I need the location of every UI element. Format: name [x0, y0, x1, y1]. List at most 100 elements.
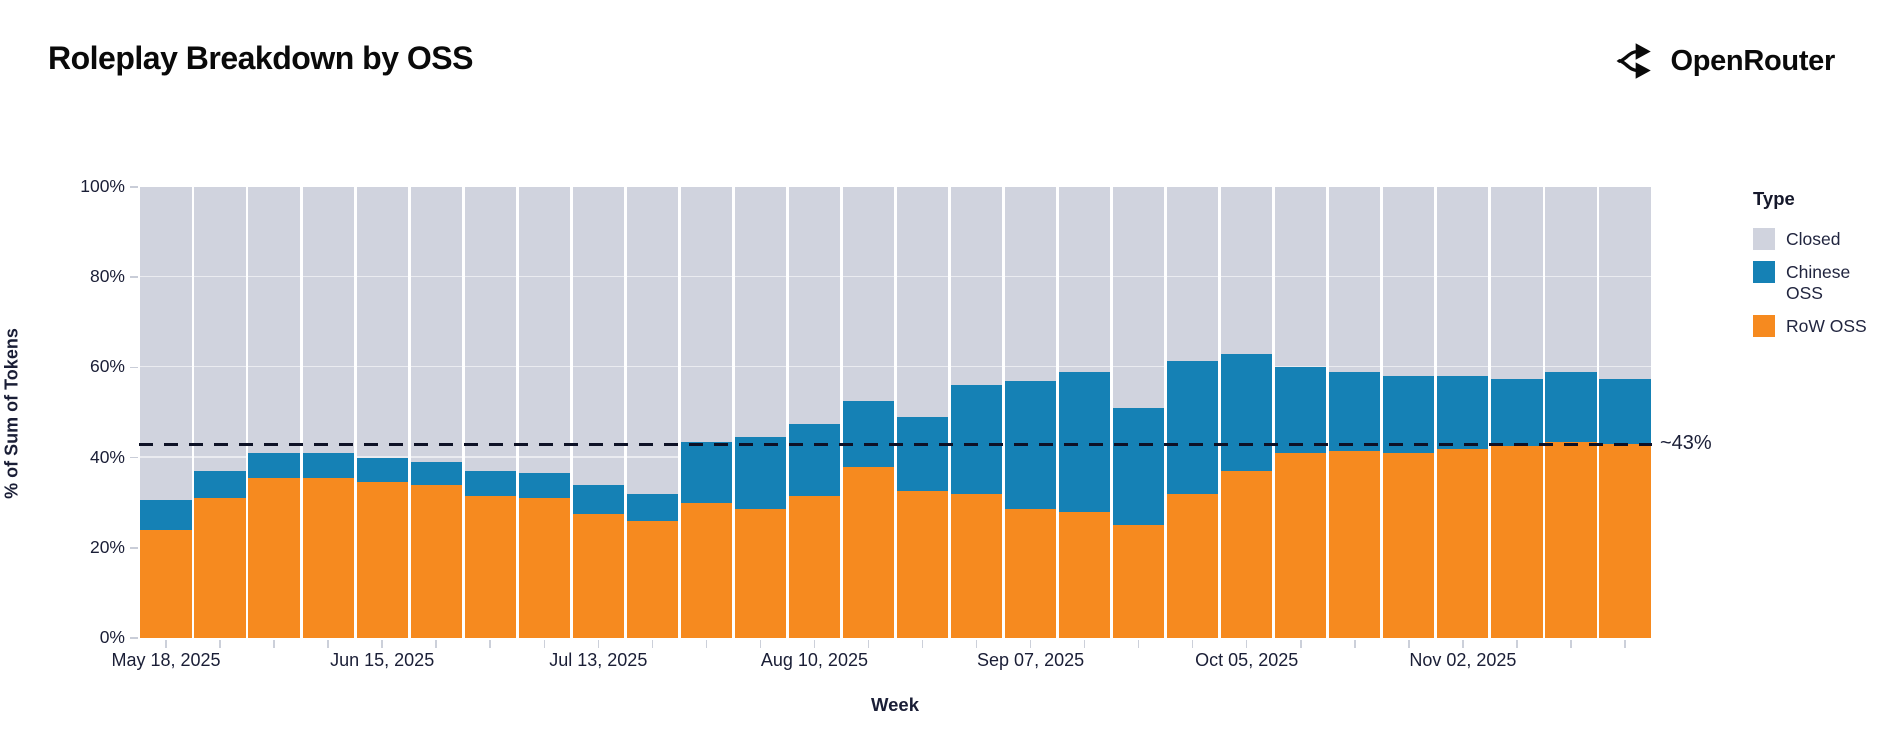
x-tick-label: Jul 13, 2025: [549, 650, 648, 670]
bar-segment-closed: [248, 187, 300, 454]
legend: Type Closed Chinese OSS RoW OSS: [1753, 188, 1873, 348]
bar-segment-closed: [734, 187, 787, 438]
bar-segment-closed: [1004, 187, 1057, 381]
x-tick-label: Jun 15, 2025: [330, 650, 435, 670]
bar-segment-closed: [1491, 187, 1543, 379]
bar-segment-row-oss: [896, 491, 949, 638]
bar-segment-closed: [464, 187, 516, 472]
gridline-60: [139, 365, 1652, 368]
bar-segment-chinese-oss: [1275, 367, 1327, 454]
bar-segment-closed: [788, 187, 841, 424]
y-tick-mark: [130, 547, 138, 549]
x-tick-mark: [1083, 640, 1086, 648]
legend-label-row-oss: RoW OSS: [1786, 316, 1867, 336]
bar-segment-closed: [356, 187, 408, 458]
y-axis-title: % of Sum of Tokens: [1, 328, 22, 499]
x-tick-label: Nov 02, 2025: [1409, 650, 1517, 670]
x-tick-mark: [381, 640, 383, 648]
y-tick-mark: [130, 456, 138, 459]
bar-segment-closed: [1383, 187, 1435, 377]
bar-segment-closed: [1599, 187, 1651, 379]
bar-segment-row-oss: [1383, 453, 1435, 638]
bar-segment-chinese-oss: [302, 453, 354, 478]
bar-segment-row-oss: [1275, 453, 1327, 638]
bar-segment-closed: [1329, 187, 1381, 372]
x-tick-mark: [1462, 640, 1464, 648]
openrouter-logo-icon: [1617, 43, 1652, 79]
bar-segment-closed: [410, 187, 462, 463]
bar-segment-chinese-oss: [1221, 353, 1273, 472]
bar-segment-closed: [1437, 187, 1489, 377]
x-tick-label: May 18, 2025: [111, 650, 221, 670]
bar-segment-chinese-oss: [356, 457, 408, 483]
legend-swatch-row-oss: [1753, 315, 1775, 337]
bar-segment-row-oss: [572, 513, 624, 638]
bar-segment-closed: [140, 187, 192, 501]
y-tick-label: 20%: [89, 536, 125, 557]
bar-segment-chinese-oss: [896, 417, 949, 492]
bar-segment-closed: [680, 187, 732, 442]
x-tick-mark: [1408, 640, 1410, 648]
brand-lockup: OpenRouter: [1614, 40, 1835, 82]
bar-segment-row-oss: [734, 509, 787, 638]
x-tick-mark: [219, 640, 221, 648]
bar-segment-chinese-oss: [1599, 378, 1651, 445]
legend-entry-row-oss: RoW OSS: [1753, 315, 1873, 337]
bar-segment-closed: [194, 187, 246, 472]
x-tick-mark: [1029, 640, 1032, 648]
bar-segment-closed: [626, 187, 678, 494]
y-tick-label: 100%: [80, 176, 125, 196]
bar-segment-closed: [1167, 187, 1219, 361]
bar-segment-row-oss: [1545, 441, 1597, 638]
y-tick-label: 80%: [89, 266, 125, 287]
bar-segment-chinese-oss: [1329, 371, 1381, 451]
bar-segment-row-oss: [194, 498, 246, 638]
bar-segment-chinese-oss: [140, 500, 192, 530]
bar-segment-row-oss: [1059, 511, 1111, 638]
bar-segment-row-oss: [518, 498, 570, 638]
bar-segment-chinese-oss: [194, 471, 246, 499]
bar-segment-chinese-oss: [788, 423, 841, 496]
bar-segment-closed: [518, 187, 570, 474]
x-tick-mark: [1624, 640, 1626, 648]
bar-segment-row-oss: [410, 484, 462, 638]
y-tick-mark: [130, 186, 138, 188]
x-tick-mark: [543, 640, 546, 648]
bar-segment-closed: [1113, 187, 1165, 408]
legend-title: Type: [1753, 188, 1795, 209]
bar-segment-row-oss: [626, 520, 678, 638]
bar-segment-row-oss: [248, 477, 300, 638]
bar-segment-row-oss: [680, 502, 732, 638]
bar-segment-chinese-oss: [1545, 371, 1597, 442]
bar-segment-chinese-oss: [842, 401, 895, 467]
brand-name: OpenRouter: [1670, 44, 1835, 77]
bar-segment-row-oss: [1491, 446, 1543, 638]
bar-segment-chinese-oss: [626, 493, 678, 521]
y-tick-mark: [130, 276, 138, 278]
bar-segment-chinese-oss: [410, 462, 462, 485]
bar-segment-row-oss: [356, 482, 408, 638]
x-tick-mark: [273, 640, 275, 648]
bar-segment-row-oss: [464, 495, 516, 638]
bar-segment-closed: [302, 187, 354, 454]
bar-segment-row-oss: [1004, 509, 1057, 638]
bar-segment-closed: [1275, 187, 1327, 368]
x-tick-label: Oct 05, 2025: [1195, 650, 1299, 670]
bar-segment-chinese-oss: [1113, 408, 1165, 526]
bar-segment-closed: [1059, 187, 1111, 372]
page-title: Roleplay Breakdown by OSS: [48, 40, 473, 76]
bar-segment-chinese-oss: [734, 437, 787, 510]
plot-area: [139, 187, 1652, 638]
legend-swatch-closed: [1753, 228, 1775, 250]
y-tick-mark: [130, 637, 138, 639]
bar-segment-closed: [572, 187, 624, 485]
bar-segment-row-oss: [950, 493, 1003, 638]
x-tick-mark: [435, 640, 437, 648]
x-tick-mark: [489, 640, 491, 648]
x-tick-mark: [651, 640, 654, 648]
reference-line-43pct: [139, 442, 1652, 446]
bar-segment-row-oss: [1113, 525, 1165, 638]
legend-label-closed: Closed: [1786, 229, 1841, 249]
bar-segment-chinese-oss: [1059, 371, 1111, 512]
bar-segment-row-oss: [788, 495, 841, 638]
